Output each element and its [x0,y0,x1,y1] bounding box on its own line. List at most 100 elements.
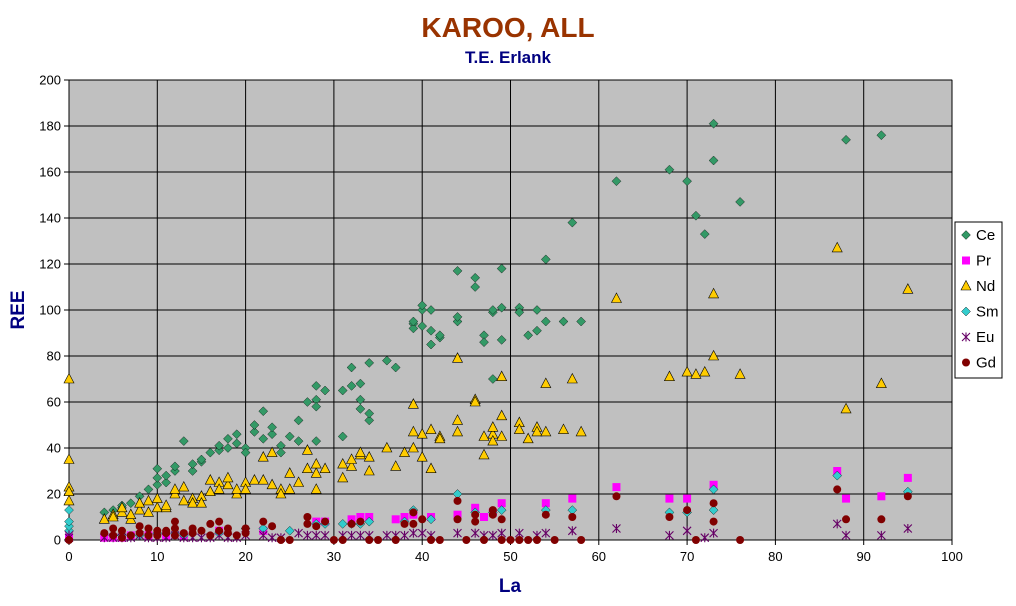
data-point-ce [223,443,233,453]
x-tick-label: 90 [856,549,870,564]
data-point-gd [170,531,179,540]
data-point-gd [285,536,294,544]
legend-label-ce: Ce [976,227,995,244]
data-point-gd [135,529,144,538]
data-point-gd [329,536,338,544]
data-point-ce [311,401,322,412]
legend-marker-nd [960,279,972,291]
legend-label-nd: Nd [976,278,995,295]
data-point-nd [399,446,411,457]
data-point-ce [152,463,163,474]
data-point-eu [541,528,551,538]
data-point-gd [400,519,409,528]
data-point-gd [524,536,533,544]
data-point-ce [205,447,216,458]
data-point-eu [470,528,480,538]
data-point-eu [303,530,312,540]
data-point-ce [496,263,507,274]
data-point-ce [382,355,392,366]
data-point-eu [294,528,303,538]
data-point-nd [248,474,260,485]
data-point-nd [452,352,464,363]
data-point-nd [266,446,278,457]
data-point-ce [426,339,436,350]
data-point-pr [391,515,400,524]
data-point-gd [471,517,480,526]
data-point-gd [453,515,462,524]
data-point-nd [522,432,534,444]
data-point-gd [215,526,224,535]
data-point-gd [170,517,179,526]
data-point-eu [841,530,851,540]
data-point-nd [63,494,75,506]
data-point-nd [301,462,313,474]
data-point-eu [876,530,886,540]
data-point-nd [390,460,402,471]
y-tick-label: 160 [39,165,61,180]
data-point-ce [496,302,507,313]
series-nd [63,241,914,524]
data-point-gd [497,515,506,524]
data-point-nd [187,497,199,508]
data-point-nd [266,478,278,490]
data-point-pr [842,494,851,503]
x-tick-label: 10 [150,549,164,564]
data-point-gd [144,524,153,533]
data-point-nd [363,451,375,462]
data-point-eu [417,528,427,538]
data-point-gd [568,513,577,521]
data-point-nd [496,409,508,421]
data-point-nd [116,501,128,513]
data-point-gd [515,536,524,544]
data-point-ce [390,362,401,373]
data-point-ce [523,330,533,341]
data-point-gd [709,517,718,526]
data-point-gd [356,517,365,526]
data-point-eu [567,526,577,536]
data-point-nd [213,483,225,494]
data-point-gd [268,522,277,531]
y-axis-ticks: 0 20 40 60 80 100 120 140 160 180 200 [39,73,69,548]
data-point-gd [259,517,268,526]
data-point-nd [257,474,269,485]
data-point-nd [125,508,137,520]
data-point-ce [152,480,163,490]
legend-label-gd: Gd [976,355,996,372]
data-point-nd [293,476,305,487]
data-point-ce [161,470,171,481]
data-point-nd [151,492,163,503]
data-point-ce [532,325,542,336]
data-point-eu [311,530,321,540]
data-point-gd [418,515,427,524]
data-point-sm [708,484,719,495]
data-point-ce [161,477,171,488]
data-point-ce [558,316,569,327]
x-tick-label: 80 [768,549,782,564]
data-point-gd [532,536,541,544]
data-point-ce [240,447,251,458]
data-point-nd [346,453,358,464]
data-point-nd [566,372,578,384]
data-point-nd [690,368,702,379]
data-point-nd [195,497,207,508]
data-point-nd [363,464,375,476]
data-point-nd [496,430,508,441]
data-point-nd [142,494,154,506]
data-point-gd [65,536,73,544]
data-point-pr [356,513,365,521]
data-point-nd [478,430,490,441]
data-point-gd [683,506,692,515]
legend-box [954,221,1003,379]
data-point-nd [284,467,296,478]
data-point-sm [832,470,842,481]
data-point-gd [391,536,400,544]
data-point-ce [320,385,330,396]
data-point-eu [267,533,277,543]
x-tick-label: 70 [680,549,694,564]
y-tick-label: 80 [47,349,61,364]
x-tick-label: 0 [65,549,72,564]
data-point-gd [903,492,912,501]
data-point-gd [206,531,215,540]
data-point-ce [187,459,198,469]
data-point-nd [310,457,322,469]
